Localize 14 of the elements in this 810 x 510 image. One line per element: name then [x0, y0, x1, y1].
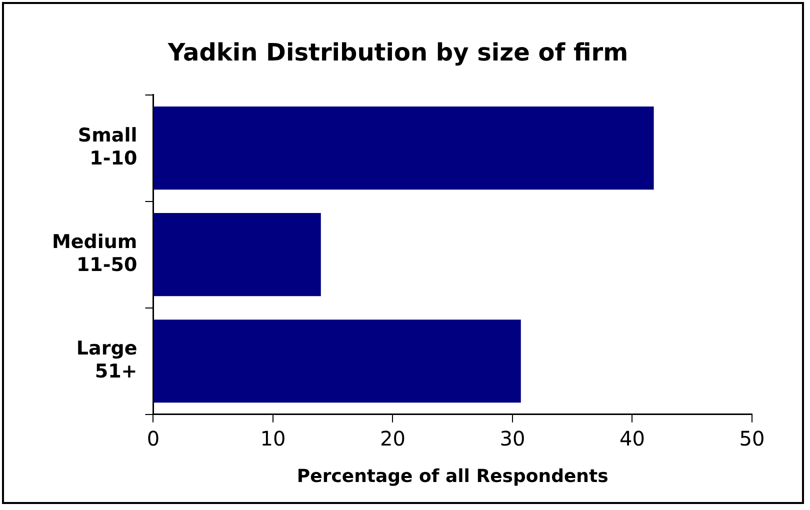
x-tick-label: 0 [146, 426, 160, 451]
x-axis-title: Percentage of all Respondents [296, 466, 608, 487]
x-tick-label: 30 [500, 426, 526, 451]
bar [154, 320, 521, 403]
x-tick-label: 10 [260, 426, 286, 451]
chart-title: Yadkin Distribution by size of firm [166, 38, 628, 67]
y-tick-label: Large 51+ [76, 338, 138, 382]
x-tick-label: 20 [380, 426, 406, 451]
bar [154, 213, 321, 296]
bar [154, 106, 654, 190]
x-tick-label: 50 [739, 426, 765, 451]
x-tick-label: 40 [620, 426, 645, 451]
y-tick-label: Medium 11-50 [52, 231, 138, 276]
y-tick-label: Small 1-10 [78, 124, 138, 170]
